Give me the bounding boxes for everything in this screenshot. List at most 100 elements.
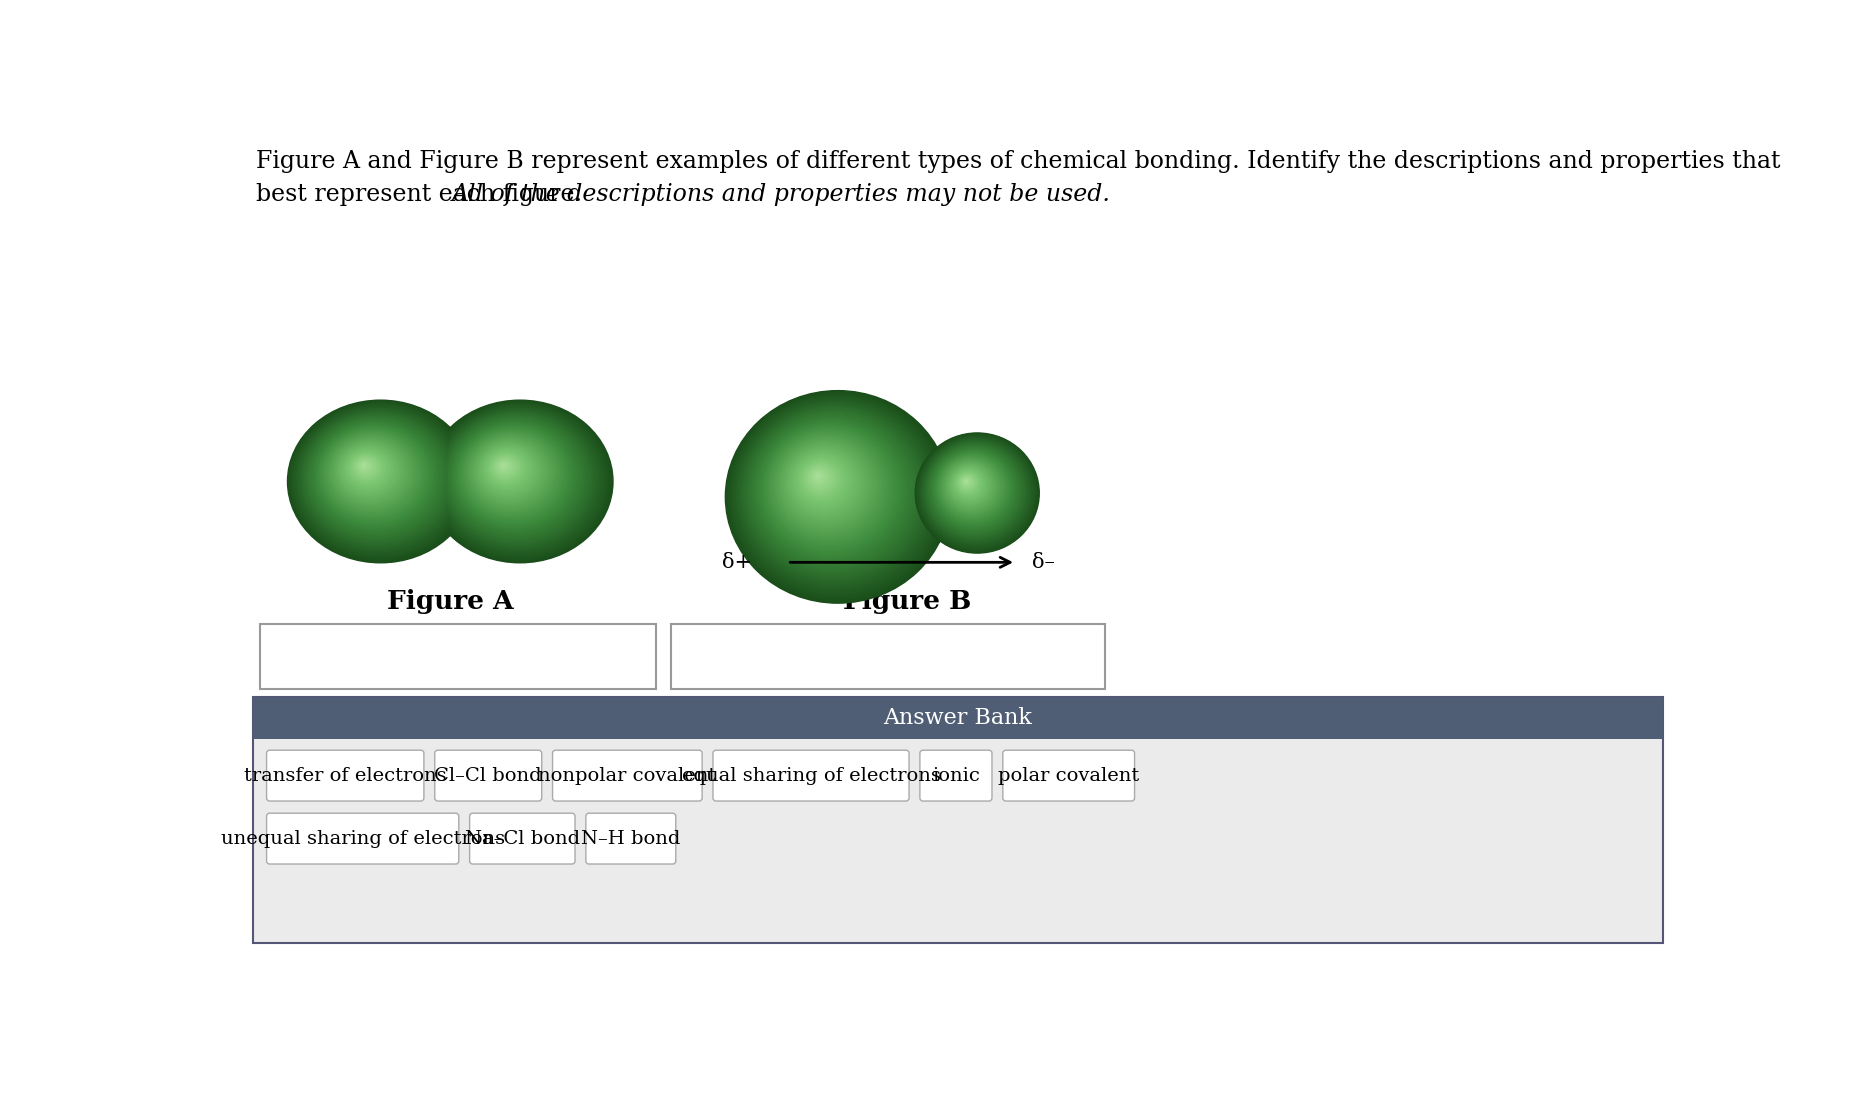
Ellipse shape [304, 414, 450, 542]
Ellipse shape [455, 425, 571, 526]
Ellipse shape [338, 443, 403, 499]
Ellipse shape [293, 405, 465, 556]
Ellipse shape [918, 436, 1036, 549]
Ellipse shape [362, 465, 366, 466]
Ellipse shape [446, 416, 586, 538]
Ellipse shape [728, 393, 946, 600]
Ellipse shape [315, 425, 433, 526]
Ellipse shape [345, 449, 392, 489]
Ellipse shape [299, 409, 459, 549]
Ellipse shape [756, 419, 905, 560]
Ellipse shape [761, 424, 899, 554]
Ellipse shape [502, 464, 506, 468]
Ellipse shape [802, 461, 840, 496]
Ellipse shape [922, 439, 1030, 543]
Ellipse shape [745, 408, 924, 577]
Ellipse shape [814, 471, 825, 481]
Ellipse shape [763, 426, 896, 550]
Ellipse shape [950, 466, 989, 504]
Text: ionic: ionic [931, 766, 980, 785]
Ellipse shape [494, 457, 517, 477]
Ellipse shape [437, 408, 599, 550]
Ellipse shape [429, 403, 608, 559]
Ellipse shape [351, 455, 381, 481]
FancyBboxPatch shape [586, 813, 675, 864]
Ellipse shape [448, 417, 584, 537]
Ellipse shape [498, 460, 511, 473]
Ellipse shape [739, 404, 931, 584]
Ellipse shape [918, 435, 1036, 550]
Ellipse shape [778, 439, 873, 529]
Ellipse shape [776, 437, 877, 533]
Ellipse shape [797, 457, 847, 505]
Ellipse shape [349, 453, 384, 484]
FancyBboxPatch shape [252, 697, 1663, 739]
Ellipse shape [804, 463, 838, 495]
Ellipse shape [330, 436, 412, 509]
Ellipse shape [748, 411, 916, 572]
Ellipse shape [334, 439, 407, 504]
Ellipse shape [927, 445, 1021, 535]
Ellipse shape [933, 449, 1013, 528]
Ellipse shape [474, 440, 545, 503]
Ellipse shape [931, 448, 1017, 530]
Ellipse shape [946, 463, 995, 509]
Ellipse shape [745, 409, 922, 576]
Ellipse shape [815, 475, 819, 477]
Ellipse shape [453, 423, 575, 528]
Ellipse shape [480, 446, 536, 495]
Ellipse shape [756, 418, 907, 562]
Ellipse shape [457, 426, 569, 524]
Ellipse shape [924, 440, 1028, 543]
Ellipse shape [291, 403, 470, 559]
Ellipse shape [784, 445, 866, 522]
Ellipse shape [929, 446, 1019, 534]
Ellipse shape [483, 448, 532, 490]
Ellipse shape [358, 460, 371, 473]
Ellipse shape [940, 456, 1004, 518]
Ellipse shape [765, 428, 892, 547]
Ellipse shape [924, 441, 1026, 540]
Text: Figure B: Figure B [843, 589, 972, 614]
Ellipse shape [944, 461, 996, 510]
Ellipse shape [730, 395, 944, 597]
Ellipse shape [780, 440, 871, 528]
Text: nonpolar covalent: nonpolar covalent [537, 766, 717, 785]
Ellipse shape [291, 404, 468, 558]
Ellipse shape [730, 394, 946, 598]
FancyBboxPatch shape [261, 624, 655, 689]
Ellipse shape [961, 476, 974, 488]
Ellipse shape [952, 467, 987, 502]
Ellipse shape [801, 459, 842, 499]
Ellipse shape [465, 431, 560, 515]
Ellipse shape [489, 453, 524, 484]
Ellipse shape [948, 464, 993, 507]
Ellipse shape [444, 415, 588, 540]
FancyBboxPatch shape [713, 751, 909, 801]
Ellipse shape [355, 458, 377, 476]
Ellipse shape [491, 455, 521, 481]
Ellipse shape [950, 465, 991, 505]
Ellipse shape [312, 420, 439, 533]
Ellipse shape [287, 400, 474, 563]
Ellipse shape [468, 436, 552, 509]
Ellipse shape [767, 429, 890, 546]
Text: Figure A: Figure A [386, 589, 513, 614]
Ellipse shape [914, 433, 1039, 553]
Ellipse shape [300, 411, 453, 546]
Ellipse shape [461, 428, 565, 520]
Ellipse shape [929, 446, 1021, 534]
Ellipse shape [926, 441, 1026, 539]
Ellipse shape [965, 479, 968, 483]
Ellipse shape [345, 449, 390, 488]
Ellipse shape [793, 454, 853, 509]
Ellipse shape [920, 438, 1032, 546]
Ellipse shape [319, 427, 427, 523]
Ellipse shape [440, 413, 592, 545]
Ellipse shape [353, 456, 379, 478]
Ellipse shape [795, 456, 849, 506]
Ellipse shape [295, 406, 465, 554]
Ellipse shape [356, 459, 375, 475]
Ellipse shape [429, 401, 610, 560]
Ellipse shape [310, 419, 440, 534]
